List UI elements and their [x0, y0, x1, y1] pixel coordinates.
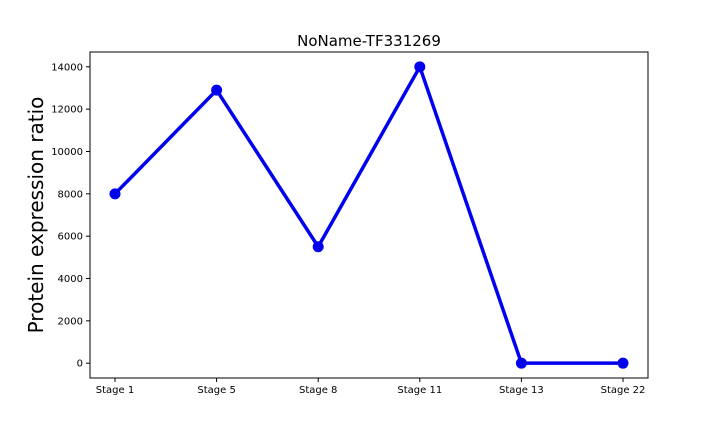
- y-tick-label: 8000: [58, 189, 83, 200]
- y-tick-label: 2000: [58, 316, 83, 327]
- y-tick-label: 14000: [51, 62, 83, 73]
- x-tick-label: Stage 5: [197, 385, 235, 396]
- plot-area: [89, 51, 649, 379]
- series-line: [113, 62, 623, 365]
- chart-title: NoName-TF331269: [297, 32, 441, 50]
- axis-ticks: 0 2000 4000 6000 8000 10000 12000 14000 Stage 1 S…: [51, 62, 645, 396]
- x-tick-label: Stage 11: [397, 385, 442, 396]
- series-group: [109, 61, 629, 369]
- y-tick-label: 12000: [51, 105, 83, 116]
- x-tick-label: Stage 13: [499, 385, 544, 396]
- y-tick-label: 0: [77, 359, 83, 370]
- x-tick-label: Stage 22: [601, 385, 646, 396]
- data-point: [414, 61, 426, 73]
- data-point: [211, 84, 223, 96]
- data-point: [617, 357, 629, 369]
- y-tick-label: 10000: [51, 147, 83, 158]
- x-tick-label: Stage 8: [299, 385, 337, 396]
- y-axis-label: Protein expression ratio: [24, 97, 48, 334]
- data-point: [312, 241, 324, 253]
- data-point: [515, 357, 527, 369]
- y-tick-label: 6000: [58, 232, 83, 243]
- x-tick-label: Stage 1: [96, 385, 134, 396]
- data-point: [109, 188, 121, 200]
- y-tick-label: 4000: [58, 274, 83, 285]
